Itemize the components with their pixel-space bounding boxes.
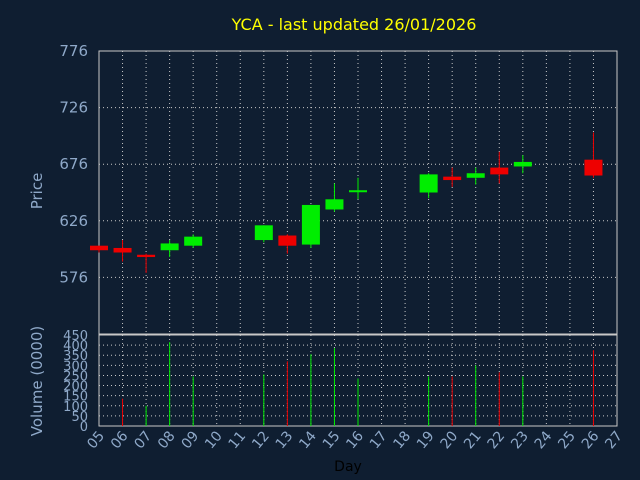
candle-body	[419, 174, 438, 193]
candle-body	[349, 190, 367, 193]
candle-body	[325, 199, 344, 210]
x-tick-label: 23	[508, 428, 532, 452]
x-tick-label: 20	[438, 428, 462, 452]
x-tick-label: 15	[320, 428, 344, 452]
candle-body	[254, 225, 273, 241]
x-tick-label: 14	[296, 428, 320, 452]
x-tick-label: 09	[179, 428, 203, 452]
x-tick-label: 27	[602, 428, 626, 452]
candle-body	[184, 236, 203, 246]
price-tick-label: 726	[59, 99, 88, 117]
volume-axis-label: Volume (0000)	[28, 326, 46, 436]
volume-tick-label: 450	[63, 329, 88, 344]
x-tick-label: 26	[579, 428, 603, 452]
candle-body	[443, 176, 462, 181]
x-tick-label: 22	[485, 428, 509, 452]
x-tick-label: 18	[390, 428, 414, 452]
price-tick-label: 676	[59, 155, 88, 173]
volume-tick-label: 300	[63, 359, 88, 374]
volume-tick-label: 100	[63, 400, 88, 415]
chart-title: YCA - last updated 26/01/2026	[231, 15, 477, 34]
volume-tick-label: 0	[80, 420, 88, 435]
x-tick-label: 16	[343, 428, 367, 452]
x-tick-label: 11	[226, 428, 250, 452]
volume-tick-label: 200	[63, 380, 88, 395]
x-tick-label: 12	[249, 428, 273, 452]
candle-body	[513, 161, 532, 167]
x-tick-label: 21	[461, 428, 485, 452]
x-tick-label: 10	[202, 428, 226, 452]
candle-body	[137, 254, 156, 258]
x-tick-label: 25	[555, 428, 579, 452]
x-tick-label: 08	[155, 428, 179, 452]
volume-tick-label: 350	[63, 349, 88, 364]
candle-body	[90, 245, 108, 251]
candle-body	[278, 235, 297, 246]
price-axis-label: Price	[28, 173, 46, 210]
volume-tick-label: 150	[63, 390, 88, 405]
candle-body	[584, 159, 603, 176]
volume-tick-label: 50	[71, 410, 88, 425]
x-tick-label: 24	[532, 428, 556, 452]
candle-body	[301, 204, 320, 245]
price-tick-label: 576	[59, 268, 88, 286]
price-tick-label: 776	[59, 42, 88, 60]
volume-tick-label: 250	[63, 369, 88, 384]
x-tick-label: 19	[414, 428, 438, 452]
candle-body	[160, 243, 179, 251]
volume-tick-label: 400	[63, 339, 88, 354]
x-tick-label: 13	[273, 428, 297, 452]
x-axis-label: Day	[334, 459, 362, 475]
x-tick-label: 06	[108, 428, 132, 452]
x-tick-label: 17	[367, 428, 391, 452]
price-tick-label: 626	[59, 212, 88, 230]
candle-body	[113, 247, 132, 253]
candle-body	[466, 173, 485, 178]
x-tick-label: 07	[131, 428, 155, 452]
candle-body	[490, 167, 509, 175]
